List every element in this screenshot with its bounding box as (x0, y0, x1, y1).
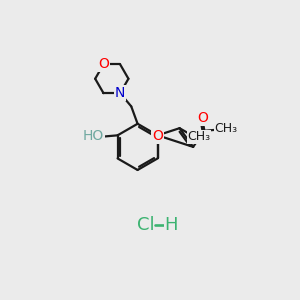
Text: Cl: Cl (137, 216, 154, 234)
Text: CH₃: CH₃ (215, 122, 238, 135)
Text: O: O (98, 57, 109, 71)
Text: CH₃: CH₃ (187, 130, 210, 143)
Text: O: O (152, 130, 163, 143)
Text: N: N (115, 86, 125, 100)
Text: HO: HO (83, 129, 104, 143)
Text: H: H (164, 216, 178, 234)
Text: O: O (197, 111, 208, 125)
